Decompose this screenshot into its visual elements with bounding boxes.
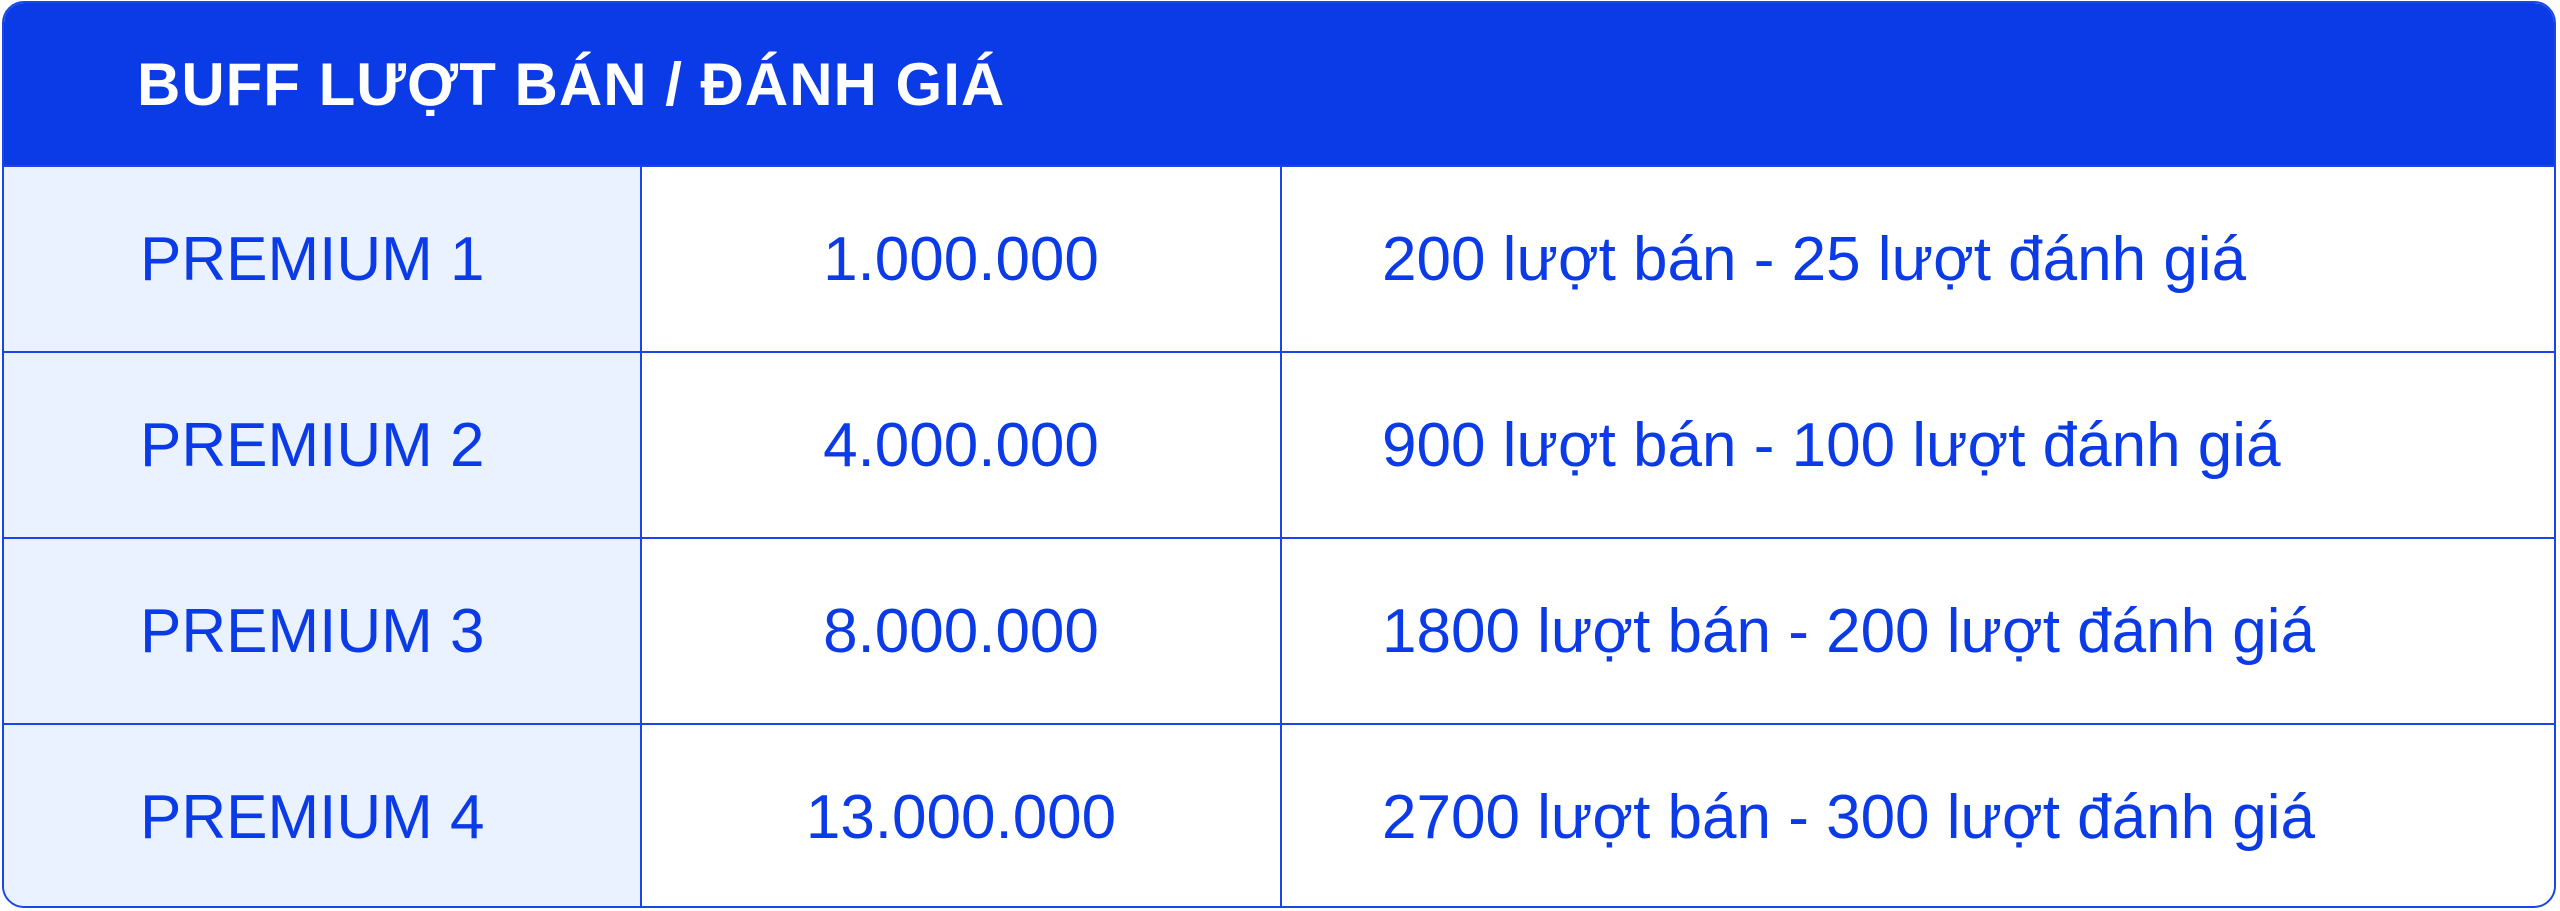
plan-name: PREMIUM 1: [4, 167, 642, 351]
plan-description: 1800 lượt bán - 200 lượt đánh giá: [1382, 596, 2316, 666]
plan-price: 8.000.000: [642, 539, 1282, 723]
table-row: PREMIUM 4 13.000.000 2700 lượt bán - 300…: [4, 723, 2554, 906]
plan-price: 1.000.000: [642, 167, 1282, 351]
plan-price: 13.000.000: [642, 725, 1282, 906]
table-row: PREMIUM 2 4.000.000 900 lượt bán - 100 l…: [4, 351, 2554, 537]
plan-name: PREMIUM 2: [4, 353, 642, 537]
plan-description: 900 lượt bán - 100 lượt đánh giá: [1382, 410, 2281, 480]
table-header: BUFF LƯỢT BÁN / ĐÁNH GIÁ: [4, 3, 2554, 165]
plan-description: 2700 lượt bán - 300 lượt đánh giá: [1382, 782, 2316, 852]
plan-price: 4.000.000: [642, 353, 1282, 537]
table-row: PREMIUM 3 8.000.000 1800 lượt bán - 200 …: [4, 537, 2554, 723]
plan-description: 200 lượt bán - 25 lượt đánh giá: [1382, 224, 2247, 294]
plan-name: PREMIUM 4: [4, 725, 642, 906]
table-row: PREMIUM 1 1.000.000 200 lượt bán - 25 lư…: [4, 165, 2554, 351]
table-title: BUFF LƯỢT BÁN / ĐÁNH GIÁ: [137, 50, 1006, 118]
plan-name: PREMIUM 3: [4, 539, 642, 723]
